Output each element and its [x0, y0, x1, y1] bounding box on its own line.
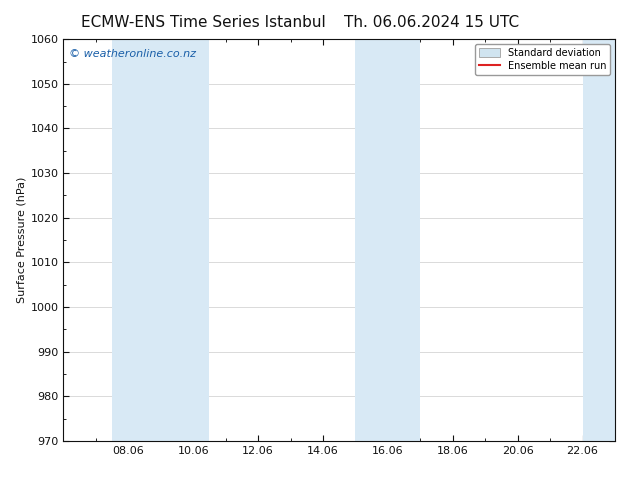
Bar [177, 39, 209, 441]
Bar [112, 39, 177, 441]
Text: ECMW-ENS Time Series Istanbul: ECMW-ENS Time Series Istanbul [81, 15, 325, 30]
Bar [583, 39, 615, 441]
Text: © weatheronline.co.nz: © weatheronline.co.nz [69, 49, 196, 59]
Bar [404, 39, 420, 441]
Legend: Standard deviation, Ensemble mean run: Standard deviation, Ensemble mean run [475, 44, 610, 75]
Bar [356, 39, 404, 441]
Text: Th. 06.06.2024 15 UTC: Th. 06.06.2024 15 UTC [344, 15, 519, 30]
Y-axis label: Surface Pressure (hPa): Surface Pressure (hPa) [16, 177, 26, 303]
